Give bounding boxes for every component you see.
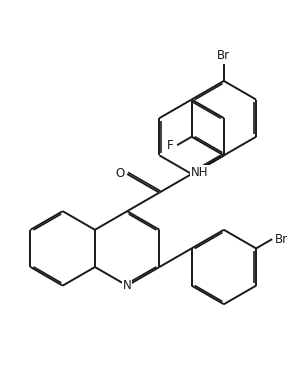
- Text: N: N: [123, 279, 131, 292]
- Text: O: O: [116, 168, 125, 181]
- Text: NH: NH: [191, 166, 208, 179]
- Text: F: F: [167, 139, 174, 151]
- Text: Br: Br: [275, 233, 288, 246]
- Text: Br: Br: [217, 49, 230, 62]
